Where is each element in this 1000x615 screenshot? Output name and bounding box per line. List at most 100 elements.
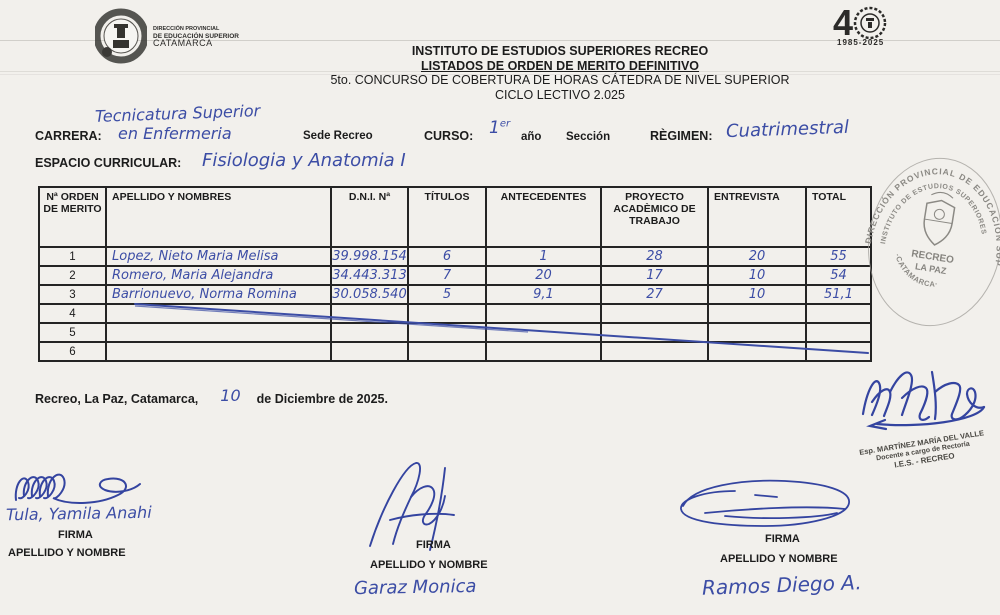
firma-label-2: FIRMA (416, 539, 451, 551)
carrera-handwritten-line2: en Enfermeria (118, 124, 232, 143)
table-row: 3 Barrionuevo, Norma Romina 30.058.540 5… (38, 284, 872, 305)
anniversary-emblem-icon (853, 6, 887, 40)
cell-total: 54 (805, 265, 872, 286)
column-header-entrevista: ENTREVISTA (707, 186, 807, 248)
cell-titulos: 6 (407, 246, 487, 267)
logo-text-line2: DE EDUCACIÓN SUPERIOR (153, 32, 239, 40)
carrera-label: CARRERA: (35, 129, 102, 143)
cell-titulos: 5 (407, 284, 487, 305)
cell-titulos: 7 (407, 265, 487, 286)
signature-scribble-2 (369, 462, 455, 551)
regimen-handwritten: Cuatrimestral (725, 116, 850, 143)
seccion-label: Sección (566, 131, 611, 143)
cell-apellido (105, 303, 332, 324)
cell-dni (330, 341, 409, 362)
column-header-antecedentes: ANTECEDENTES (485, 186, 602, 248)
cell-orden: 5 (38, 322, 107, 343)
logo-text-line1: DIRECCIÓN PROVINCIAL (153, 25, 220, 32)
rector-signature-scribble (861, 370, 986, 431)
regimen-label: RÈGIMEN: (650, 129, 713, 143)
curso-ordinal-suffix: er (499, 118, 511, 130)
logo-text-line3: CATAMARCA (153, 37, 213, 48)
column-header-dni: D.N.I. Nª (330, 186, 409, 248)
stamp-coat-of-arms-icon (923, 191, 956, 246)
signature-2-handwritten-name: Garaz Monica (353, 575, 477, 600)
table-row: 5 (38, 322, 872, 343)
cell-apellido: Romero, Maria Alejandra (105, 265, 332, 286)
cell-apellido: Lopez, Nieto Maria Melisa (105, 246, 332, 267)
table-row: 4 (38, 303, 872, 324)
column-header-proyecto: PROYECTO ACADÈMICO DE TRABAJO (600, 186, 709, 248)
carrera-handwritten-line1: Tecnicatura Superior (94, 101, 261, 126)
cell-proyecto: 27 (600, 284, 709, 305)
title-contest: 5to. CONCURSO DE COBERTURA DE HORAS CÁTE… (330, 73, 790, 87)
firma-label-3: FIRMA (765, 533, 800, 545)
column-header-orden: Nª ORDEN DE MERITO (38, 186, 107, 248)
date-prefix: Recreo, La Paz, Catamarca, (35, 392, 199, 406)
cell-total (805, 341, 872, 362)
cell-dni: 30.058.540 (330, 284, 409, 305)
cell-dni: 34.443.313 (330, 265, 409, 286)
cell-proyecto (600, 341, 709, 362)
cell-entrevista: 10 (707, 265, 807, 286)
cell-proyecto (600, 303, 709, 324)
table-row: 2 Romero, Maria Alejandra 34.443.313 7 2… (38, 265, 872, 286)
cell-orden: 3 (38, 284, 107, 305)
cell-antecedentes (485, 322, 602, 343)
provincial-education-logo-text: DIRECCIÓN PROVINCIAL DE EDUCACIÓN SUPERI… (153, 25, 239, 48)
cell-entrevista (707, 303, 807, 324)
column-header-total: TOTAL (805, 186, 872, 248)
apellido-nombre-label-3: APELLIDO Y NOMBRE (720, 553, 838, 565)
cell-orden: 1 (38, 246, 107, 267)
cell-entrevista: 20 (707, 246, 807, 267)
scan-artifact-line (0, 40, 1000, 41)
apellido-nombre-label-1: APELLIDO Y NOMBRE (8, 547, 126, 559)
cell-entrevista (707, 322, 807, 343)
espacio-curricular-handwritten: Fisiologia y Anatomia I (202, 150, 406, 171)
apellido-nombre-label-2: APELLIDO Y NOMBRE (370, 559, 488, 571)
cell-apellido (105, 322, 332, 343)
table-row: 1 Lopez, Nieto Maria Melisa 39.998.154 6… (38, 246, 872, 267)
anio-label: año (521, 131, 542, 143)
sede-label: Sede Recreo (303, 130, 373, 142)
firma-label-1: FIRMA (58, 529, 93, 541)
cell-dni (330, 303, 409, 324)
cell-antecedentes: 9,1 (485, 284, 602, 305)
anniversary-number: 4 (833, 2, 854, 43)
document-titles: INSTITUTO DE ESTUDIOS SUPERIORES RECREO … (230, 44, 890, 102)
date-day-handwritten: 10 (220, 386, 241, 405)
cell-orden: 6 (38, 341, 107, 362)
provincial-education-logo: DIRECCIÓN PROVINCIAL DE EDUCACIÓN SUPERI… (95, 8, 239, 64)
signature-3-handwritten-name: Ramos Diego A. (701, 570, 862, 600)
espacio-curricular-label: ESPACIO CURRICULAR: (35, 156, 182, 170)
curso-number: 1 (489, 118, 500, 138)
merit-order-table: Nª ORDEN DE MERITO APELLIDO Y NOMBRES D.… (38, 186, 872, 362)
cell-titulos (407, 303, 487, 324)
column-header-titulos: TÍTULOS (407, 186, 487, 248)
cell-orden: 4 (38, 303, 107, 324)
oval-institution-stamp: DIRECCIÓN PROVINCIAL DE EDUCACIÓN SUPERI… (845, 140, 1000, 327)
cell-total (805, 322, 872, 343)
provincial-education-emblem-icon (95, 8, 147, 64)
cell-apellido (105, 341, 332, 362)
signature-scribble-1 (14, 473, 141, 505)
scan-artifact-line (0, 74, 1000, 75)
svg-text:LA PAZ: LA PAZ (914, 261, 947, 276)
date-line: Recreo, La Paz, Catamarca, 10 de Diciemb… (35, 386, 388, 407)
table-row: 6 (38, 341, 872, 362)
title-cycle: CICLO LECTIVO 2.025 (495, 87, 625, 102)
cell-proyecto: 28 (600, 246, 709, 267)
table-header-row: Nª ORDEN DE MERITO APELLIDO Y NOMBRES D.… (38, 186, 872, 248)
cell-titulos (407, 322, 487, 343)
signature-scribble-3 (680, 479, 850, 527)
cell-proyecto: 17 (600, 265, 709, 286)
cell-orden: 2 (38, 265, 107, 286)
title-list-type: LISTADOS DE ORDEN DE MERITO DEFINITIVO (420, 58, 700, 73)
cell-antecedentes: 20 (485, 265, 602, 286)
anniversary-40-logo: 4 1985-2025 (833, 2, 943, 47)
title-institute: INSTITUTO DE ESTUDIOS SUPERIORES RECREO (411, 44, 709, 58)
scan-artifact-line (0, 71, 1000, 72)
cell-titulos (407, 341, 487, 362)
curso-handwritten: 1er (489, 118, 510, 138)
